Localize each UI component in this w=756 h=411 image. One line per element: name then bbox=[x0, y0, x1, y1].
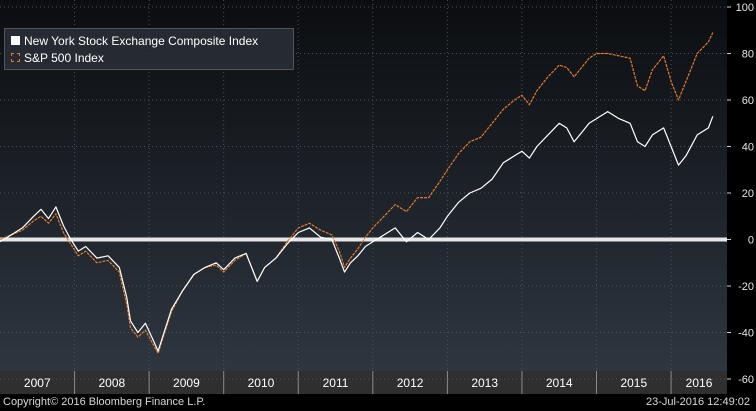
legend-swatch-sp500 bbox=[11, 53, 20, 62]
y-tick-label: 0 bbox=[748, 235, 754, 247]
x-tick-label: 2013 bbox=[471, 376, 498, 390]
copyright-text: Copyright© 2016 Bloomberg Finance L.P. bbox=[3, 396, 206, 408]
series-layer bbox=[0, 32, 714, 354]
footer: Copyright© 2016 Bloomberg Finance L.P. 2… bbox=[0, 394, 756, 411]
timestamp-text: 23-Jul-2016 12:49:02 bbox=[646, 396, 750, 408]
grid-layer bbox=[0, 0, 727, 380]
legend-swatch-nyse bbox=[11, 36, 20, 45]
y-tick-label: 100 bbox=[736, 2, 754, 14]
legend: New York Stock Exchange Composite Index … bbox=[4, 28, 294, 70]
legend-label-sp500: S&P 500 Index bbox=[24, 50, 104, 65]
axis-layer: 100 80 60 40 20 0 -20 -40 -60 2007 2008 2009 2010 201… bbox=[24, 2, 754, 394]
y-tick-label: 40 bbox=[742, 142, 754, 154]
x-tick-label: 2010 bbox=[248, 376, 275, 390]
y-tick-label: 60 bbox=[742, 95, 754, 107]
x-tick-label: 2011 bbox=[323, 376, 349, 390]
x-tick-label: 2014 bbox=[546, 376, 573, 390]
series-line-nyse bbox=[0, 110, 714, 352]
y-tick-label: -20 bbox=[738, 281, 754, 293]
legend-item-nyse: New York Stock Exchange Composite Index bbox=[11, 32, 258, 49]
x-tick-label: 2012 bbox=[397, 376, 424, 390]
x-axis-band bbox=[0, 371, 727, 394]
y-tick-label: 80 bbox=[742, 49, 754, 61]
legend-label-nyse: New York Stock Exchange Composite Index bbox=[24, 33, 259, 48]
x-tick-label: 2015 bbox=[620, 376, 647, 390]
right-axis-background bbox=[727, 0, 756, 394]
legend-item-sp500: S&P 500 Index bbox=[11, 49, 104, 66]
x-tick-label: 2016 bbox=[686, 376, 713, 390]
y-tick-label: -60 bbox=[738, 374, 754, 386]
y-tick-label: 20 bbox=[742, 188, 754, 200]
y-tick-label: -40 bbox=[738, 328, 754, 340]
x-tick-label: 2009 bbox=[173, 376, 200, 390]
x-tick-label: 2007 bbox=[24, 376, 51, 390]
series-line-sp500 bbox=[0, 32, 714, 354]
x-tick-label: 2008 bbox=[98, 376, 125, 390]
